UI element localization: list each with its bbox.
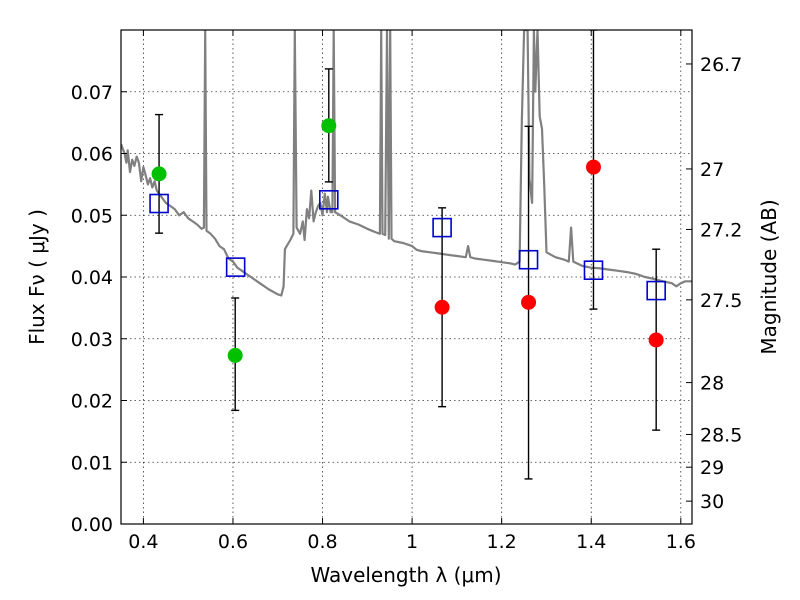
- circle-point: [521, 294, 537, 310]
- open-square-point: [225, 257, 246, 277]
- open-square-point: [583, 260, 604, 281]
- y-tick-label: 0.06: [71, 144, 113, 166]
- mag-tick-label: 29: [700, 457, 724, 479]
- x-axis-label: Wavelength λ (μm): [310, 563, 501, 587]
- x-tick-label: 0.4: [128, 531, 158, 553]
- open-square-point: [518, 249, 539, 270]
- x-tick-label: 1.4: [576, 531, 606, 553]
- axis-ticks: 0.4 0.6 0.8 1 1.2 1.4 1.6 0.00 0.01 0.02 0.03 0.04 0…: [71, 30, 742, 553]
- error-bars: [155, 30, 661, 480]
- y-tick-label: 0.03: [71, 329, 113, 351]
- circle-point: [227, 347, 243, 363]
- circle-point: [434, 299, 450, 315]
- open-square-point: [646, 280, 666, 301]
- open-square-point: [432, 217, 452, 238]
- x-tick-label: 0.8: [307, 531, 337, 553]
- circle-point: [648, 332, 664, 348]
- mag-tick-label: 27.5: [700, 290, 742, 312]
- x-tick-label: 0.6: [218, 531, 248, 553]
- model-spectrum: [121, 30, 692, 297]
- y-tick-label: 0.00: [71, 514, 113, 536]
- grid: [121, 30, 692, 524]
- y-tick-label: 0.07: [71, 82, 113, 104]
- x-tick-label: 1.2: [487, 531, 517, 553]
- y-tick-label: 0.04: [71, 267, 113, 289]
- mag-tick-label: 27: [700, 159, 724, 181]
- circle-point: [321, 118, 337, 134]
- y-axis-label: Flux Fν ( μJy ): [25, 209, 49, 345]
- x-tick-label: 1: [406, 531, 418, 553]
- mag-tick-label: 28.5: [700, 424, 742, 446]
- y-tick-label: 0.05: [71, 205, 113, 227]
- mag-tick-label: 30: [700, 491, 724, 513]
- y2-axis-label: Magnitude (AB): [757, 199, 781, 354]
- mag-tick-label: 27.2: [700, 219, 742, 241]
- y-tick-label: 0.02: [71, 391, 113, 413]
- spectrum-line: [121, 30, 692, 297]
- y-tick-label: 0.01: [71, 452, 113, 474]
- open-square-point: [149, 193, 169, 214]
- circle-point: [151, 166, 167, 182]
- open-square-point: [318, 190, 339, 210]
- data-markers: [149, 118, 666, 363]
- mag-tick-label: 28: [700, 373, 724, 395]
- circle-point: [585, 159, 601, 175]
- x-tick-label: 1.6: [666, 531, 696, 553]
- mag-tick-label: 26.7: [700, 54, 742, 76]
